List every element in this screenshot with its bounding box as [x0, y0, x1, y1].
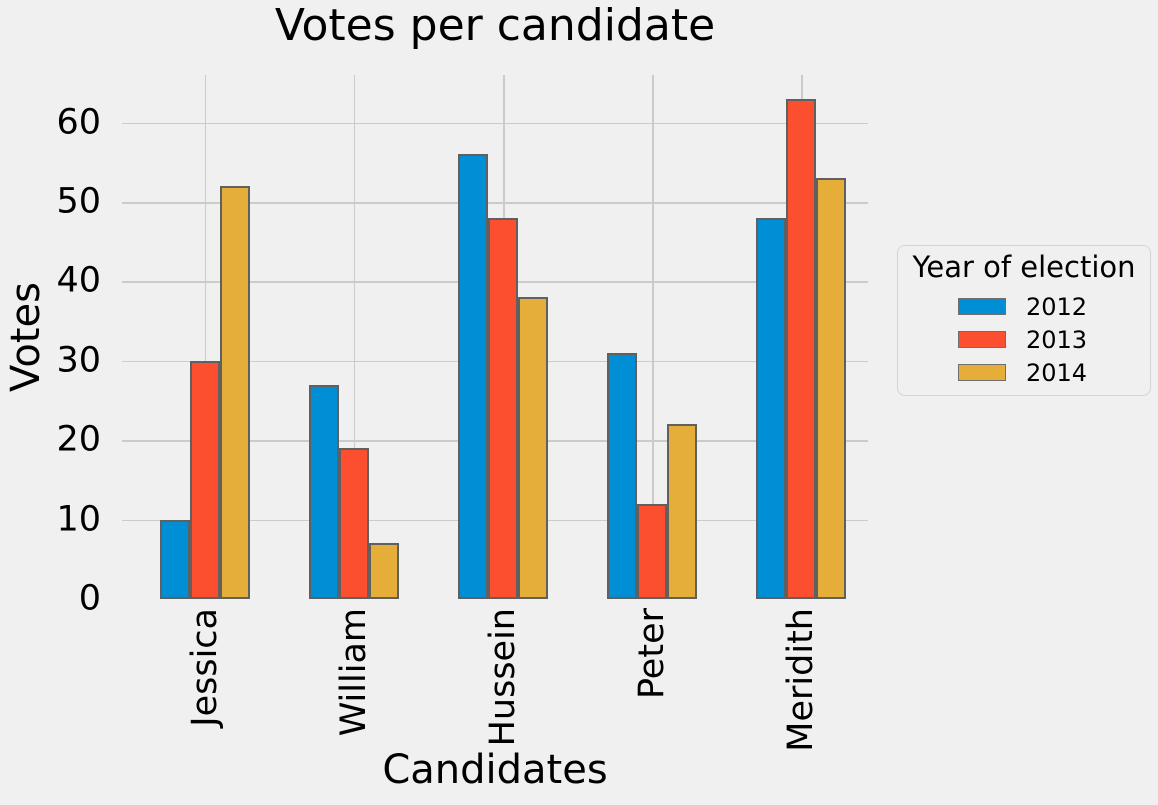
bar-peter-2012: [607, 353, 638, 599]
y-axis-label: Votes: [3, 282, 49, 392]
y-tick-50: 50: [56, 181, 101, 222]
h-gridline-50: [122, 202, 868, 204]
legend-swatch-2013: [958, 331, 1006, 349]
legend-row-2012: 2012: [898, 290, 1150, 323]
y-tick-60: 60: [56, 102, 101, 143]
plot-area: [122, 75, 868, 599]
bar-william-2013: [338, 448, 369, 599]
bar-peter-2013: [637, 504, 668, 599]
h-gridline-60: [122, 122, 868, 125]
bar-meridith-2012: [756, 218, 787, 599]
bar-william-2012: [308, 385, 339, 599]
bar-peter-2014: [667, 424, 698, 599]
y-tick-30: 30: [56, 340, 101, 381]
bar-hussein-2014: [518, 297, 548, 599]
chart-title: Votes per candidate: [274, 0, 716, 51]
x-tick-hussein: Hussein: [482, 608, 523, 747]
legend-label-2013: 2013: [1026, 325, 1088, 354]
v-gridline-peter: [652, 75, 654, 599]
bar-meridith-2013: [786, 99, 817, 599]
v-gridline-william: [353, 75, 356, 599]
legend-title: Year of election: [912, 250, 1136, 284]
legend-rows: 2012 2013 2014: [898, 290, 1150, 389]
x-tick-peter: Peter: [631, 608, 672, 700]
bar-hussein-2012: [458, 154, 488, 599]
bar-jessica-2013: [189, 361, 220, 599]
x-tick-jessica: Jessica: [184, 608, 225, 727]
legend-row-2013: 2013: [898, 323, 1150, 356]
legend-swatch-2014: [958, 364, 1006, 382]
y-tick-0: 0: [78, 578, 101, 619]
legend-row-2014: 2014: [898, 356, 1150, 389]
y-tick-40: 40: [56, 260, 101, 301]
bar-jessica-2012: [159, 520, 190, 599]
v-gridline-jessica: [204, 75, 207, 599]
legend-label-2012: 2012: [1026, 292, 1088, 321]
bar-hussein-2013: [488, 218, 518, 599]
x-tick-meridith: Meridith: [781, 608, 822, 752]
bar-meridith-2014: [816, 178, 847, 599]
bar-william-2014: [368, 543, 399, 599]
x-axis-label: Candidates: [382, 747, 608, 793]
bar-jessica-2014: [219, 186, 250, 599]
y-tick-20: 20: [56, 419, 101, 460]
legend-label-2014: 2014: [1026, 358, 1088, 387]
legend: Year of election 2012 2013 2014: [897, 245, 1151, 396]
y-tick-10: 10: [56, 499, 101, 540]
legend-swatch-2012: [958, 298, 1006, 316]
x-tick-william: William: [333, 608, 374, 737]
